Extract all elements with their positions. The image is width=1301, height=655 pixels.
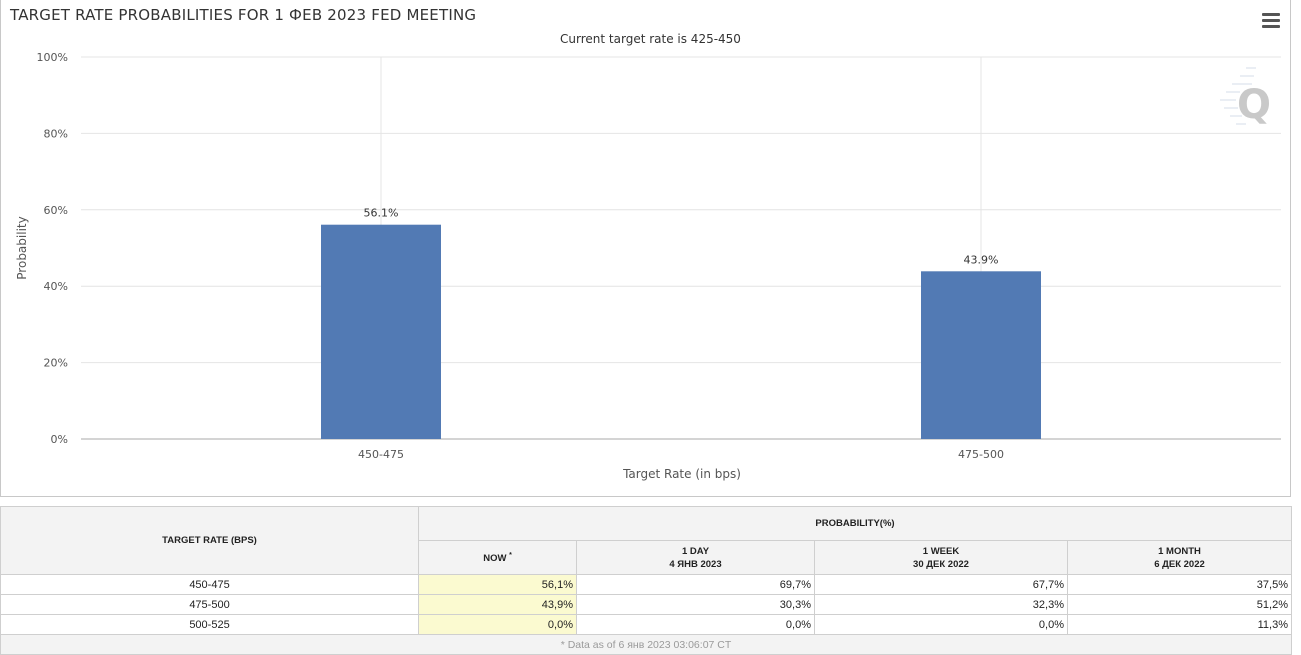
grid-lines	[81, 56, 1281, 440]
quikstrike-q-logo: Q	[1220, 67, 1271, 128]
svg-text:Q: Q	[1237, 82, 1271, 128]
y-tick-label: 80%	[44, 127, 68, 140]
value-cell: 37,5%	[1067, 574, 1292, 595]
rate-header: TARGET RATE (BPS)	[0, 506, 419, 575]
value-cell: 51,2%	[1067, 594, 1292, 615]
rate-cell: 450-475	[0, 574, 419, 595]
hamburger-menu-icon[interactable]	[1262, 13, 1280, 29]
bar-475-500[interactable]	[921, 271, 1041, 439]
y-axis-ticks: 0% 20% 40% 60% 80% 100%	[37, 51, 68, 446]
x-tick-label: 450-475	[358, 448, 404, 461]
probability-table: TARGET RATE (BPS) PROBABILITY(%) NOW * 1…	[0, 506, 1292, 655]
probability-header: PROBABILITY(%)	[418, 506, 1292, 541]
value-cell: 11,3%	[1067, 614, 1292, 635]
rate-cell: 475-500	[0, 594, 419, 615]
data-label: 43.9%	[964, 253, 999, 266]
value-cell: 0,0%	[814, 614, 1068, 635]
value-cell: 69,7%	[576, 574, 815, 595]
value-cell-now: 43,9%	[418, 594, 577, 615]
data-timestamp: * Data as of 6 янв 2023 03:06:07 CT	[0, 634, 1292, 655]
table-row: 500-525 0,0% 0,0% 0,0% 11,3%	[0, 614, 1292, 635]
data-label: 56.1%	[364, 207, 399, 220]
table-row: 475-500 43,9% 30,3% 32,3% 51,2%	[0, 594, 1292, 615]
y-tick-label: 60%	[44, 204, 68, 217]
bars-group	[321, 224, 1041, 439]
chart-panel	[0, 0, 1291, 497]
value-cell: 0,0%	[576, 614, 815, 635]
col-header-1-day: 1 DAY 4 ЯНВ 2023	[576, 540, 815, 575]
x-tick-label: 475-500	[958, 448, 1004, 461]
y-tick-label: 40%	[44, 280, 68, 293]
value-cell: 30,3%	[576, 594, 815, 615]
value-cell: 32,3%	[814, 594, 1068, 615]
x-axis-title: Target Rate (in bps)	[622, 467, 741, 481]
col-header-1-month: 1 MONTH 6 ДЕК 2022	[1067, 540, 1292, 575]
x-axis-ticks: 450-475 475-500	[358, 448, 1004, 461]
data-labels: 56.1% 43.9%	[364, 207, 999, 267]
y-tick-label: 100%	[37, 51, 68, 64]
value-cell-now: 56,1%	[418, 574, 577, 595]
y-axis-title: Probability	[15, 216, 29, 279]
value-cell-now: 0,0%	[418, 614, 577, 635]
value-cell: 67,7%	[814, 574, 1068, 595]
y-tick-label: 0%	[51, 433, 68, 446]
col-header-now: NOW *	[418, 540, 577, 575]
bar-450-475[interactable]	[321, 224, 441, 439]
y-tick-label: 20%	[44, 357, 68, 370]
rate-cell: 500-525	[0, 614, 419, 635]
col-header-1-week: 1 WEEK 30 ДЕК 2022	[814, 540, 1068, 575]
chart-subtitle: Current target rate is 425-450	[560, 32, 741, 46]
chart-title: TARGET RATE PROBABILITIES FOR 1 ФЕВ 2023…	[10, 6, 477, 24]
table-footer: * Data as of 6 янв 2023 03:06:07 CT	[0, 634, 1292, 655]
now-marker: *	[509, 552, 512, 560]
bar-chart: 0% 20% 40% 60% 80% 100% 450-475 475-500 56.1% 4…	[15, 51, 1281, 481]
table-row: 450-475 56,1% 69,7% 67,7% 37,5%	[0, 574, 1292, 595]
